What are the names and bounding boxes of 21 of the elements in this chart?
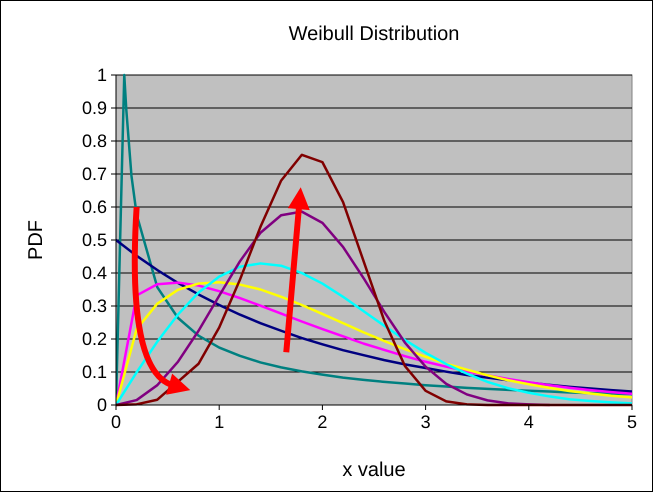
y-tick-label: 1 bbox=[96, 65, 107, 85]
x-tick-label: 1 bbox=[214, 412, 224, 432]
y-tick-label: 0.4 bbox=[82, 263, 107, 283]
y-tick-label: 0.5 bbox=[82, 230, 107, 250]
x-axis-title: x value bbox=[342, 459, 406, 481]
x-tick-label: 5 bbox=[626, 412, 638, 432]
line-series bbox=[116, 210, 551, 406]
chart-title: Weibull Distribution bbox=[288, 23, 460, 45]
y-tick-label: 0.6 bbox=[82, 197, 107, 217]
y-tick-label: 0 bbox=[96, 395, 107, 415]
x-tick-label: 2 bbox=[317, 412, 328, 432]
x-tick-label: 3 bbox=[420, 412, 431, 432]
y-tick-label: 0.1 bbox=[82, 362, 107, 382]
y-tick-label: 0.2 bbox=[82, 329, 107, 349]
x-tick-label: 4 bbox=[524, 412, 534, 432]
y-tick-label: 0.8 bbox=[82, 131, 107, 151]
y-tick-label: 0.3 bbox=[82, 296, 107, 316]
y-axis-title: PDF bbox=[25, 220, 47, 260]
y-tick-label: 0.7 bbox=[82, 164, 107, 184]
x-tick-label: 0 bbox=[110, 412, 122, 432]
y-tick-label: 0.9 bbox=[82, 98, 107, 118]
